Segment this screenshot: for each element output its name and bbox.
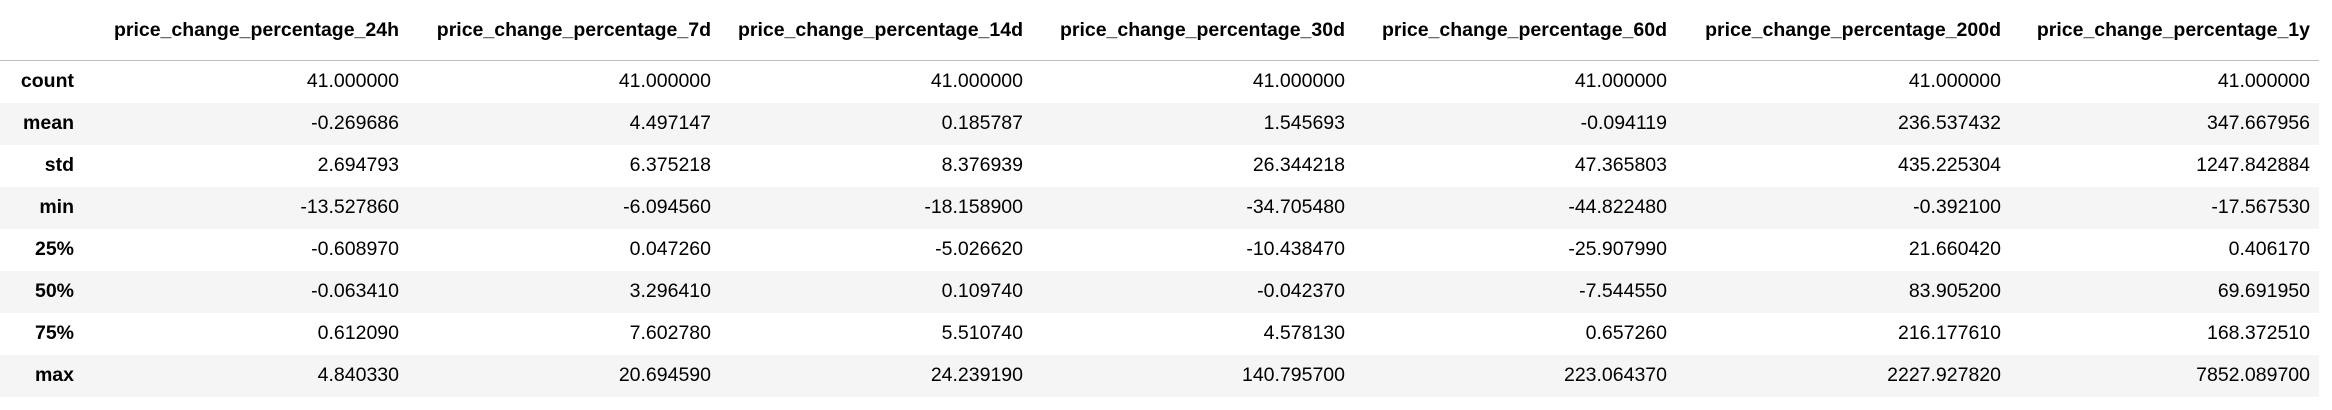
table-cell: 41.000000 xyxy=(618,70,711,93)
table-cell: 7852.089700 xyxy=(2196,364,2310,386)
table-cell: 41.000000 xyxy=(1252,70,1345,93)
table-cell: 41.000000 xyxy=(306,70,399,93)
row-label: std xyxy=(44,154,74,176)
table-cell: -25.907990 xyxy=(1568,238,1667,260)
column-header: price_change_percentage_7d xyxy=(408,0,720,61)
table-cell: 41.000000 xyxy=(1574,70,1667,93)
table-cell: 435.225304 xyxy=(1897,154,2001,176)
table-cell: 41.000000 xyxy=(2217,70,2310,93)
row-label: mean xyxy=(23,112,74,134)
table-cell: -0.042370 xyxy=(1257,280,1345,302)
table-cell: 20.694590 xyxy=(618,364,711,386)
table-cell: 2227.927820 xyxy=(1887,364,2001,386)
table-cell: 24.239190 xyxy=(930,364,1023,386)
table-cell: 168.372510 xyxy=(2206,322,2310,344)
table-cell: -34.705480 xyxy=(1246,196,1345,218)
table-cell: 347.667956 xyxy=(2206,112,2310,134)
table-cell: 8.376939 xyxy=(941,154,1023,176)
header-row: price_change_percentage_24h price_change… xyxy=(0,0,2319,61)
table-cell: 4.840330 xyxy=(317,364,399,386)
table-cell: 7.602780 xyxy=(629,322,711,344)
table-cell: -0.063410 xyxy=(311,280,399,302)
table-cell: 4.578130 xyxy=(1263,322,1345,344)
table-cell: 5.510740 xyxy=(941,322,1023,344)
table-cell: 26.344218 xyxy=(1252,154,1345,176)
table-cell: 41.000000 xyxy=(1908,70,2001,93)
table-cell: 1.545693 xyxy=(1263,112,1345,134)
table-cell: -44.822480 xyxy=(1568,196,1667,218)
table-cell: 223.064370 xyxy=(1563,364,1667,386)
table-cell: -13.527860 xyxy=(300,196,399,218)
table-cell: 0.109740 xyxy=(941,280,1023,302)
table-cell: -18.158900 xyxy=(924,196,1023,218)
table-row: max 4.840330 20.694590 24.239190 140.795… xyxy=(0,354,2319,397)
table-cell: 21.660420 xyxy=(1908,238,2001,260)
table-cell: -0.608970 xyxy=(311,238,399,260)
table-cell: -0.392100 xyxy=(1913,196,2001,218)
column-header: price_change_percentage_30d xyxy=(1032,0,1354,61)
table-cell: 83.905200 xyxy=(1908,280,2001,302)
column-header: price_change_percentage_200d xyxy=(1676,0,2010,61)
table-cell: -7.544550 xyxy=(1579,280,1667,302)
column-header: price_change_percentage_60d xyxy=(1354,0,1676,61)
column-header: price_change_percentage_14d xyxy=(720,0,1032,61)
table-cell: 0.612090 xyxy=(317,322,399,344)
table-row: std 2.694793 6.375218 8.376939 26.344218… xyxy=(0,145,2319,187)
table-cell: 6.375218 xyxy=(629,154,711,176)
table-cell: 0.406170 xyxy=(2228,238,2310,260)
column-header: price_change_percentage_24h xyxy=(86,0,408,61)
table-cell: 3.296410 xyxy=(629,280,711,302)
table-cell: -17.567530 xyxy=(2211,196,2310,218)
table-row: 50% -0.063410 3.296410 0.109740 -0.04237… xyxy=(0,270,2319,313)
row-label: max xyxy=(34,364,74,386)
table-cell: -6.094560 xyxy=(623,196,711,218)
column-header: price_change_percentage_1y xyxy=(2010,0,2319,61)
table-cell: 140.795700 xyxy=(1241,364,1345,386)
table-cell: 41.000000 xyxy=(930,70,1023,93)
table-row: 25% -0.608970 0.047260 -5.026620 -10.438… xyxy=(0,229,2319,271)
table-row: min -13.527860 -6.094560 -18.158900 -34.… xyxy=(0,186,2319,229)
table-cell: -0.269686 xyxy=(311,112,399,134)
table-cell: 69.691950 xyxy=(2217,280,2310,302)
describe-table: price_change_percentage_24h price_change… xyxy=(0,0,2319,397)
table-cell: 47.365803 xyxy=(1574,154,1667,176)
table-cell: 1247.842884 xyxy=(2196,154,2310,176)
table-cell: -10.438470 xyxy=(1246,238,1345,260)
index-header xyxy=(0,0,86,61)
table-cell: -5.026620 xyxy=(935,238,1023,260)
table-row: mean -0.269686 4.497147 0.185787 1.54569… xyxy=(0,102,2319,145)
table-header: price_change_percentage_24h price_change… xyxy=(0,0,2319,61)
dataframe-output: price_change_percentage_24h price_change… xyxy=(0,0,2319,397)
table-cell: 4.497147 xyxy=(629,112,711,134)
table-cell: -0.094119 xyxy=(1580,112,1667,134)
row-label: min xyxy=(39,196,74,218)
table-cell: 236.537432 xyxy=(1897,112,2001,134)
table-cell: 0.047260 xyxy=(629,238,711,260)
table-cell: 2.694793 xyxy=(317,154,399,176)
table-body: count 41.000000 41.000000 41.000000 41.0… xyxy=(0,61,2319,397)
row-label: count xyxy=(20,70,74,93)
table-cell: 0.657260 xyxy=(1585,322,1667,344)
row-label: 50% xyxy=(34,280,74,302)
row-label: 75% xyxy=(34,322,74,344)
row-label: 25% xyxy=(34,238,74,260)
table-cell: 216.177610 xyxy=(1897,322,2001,344)
table-row: count 41.000000 41.000000 41.000000 41.0… xyxy=(0,61,2319,103)
table-row: 75% 0.612090 7.602780 5.510740 4.578130 … xyxy=(0,313,2319,355)
table-cell: 0.185787 xyxy=(941,112,1023,134)
